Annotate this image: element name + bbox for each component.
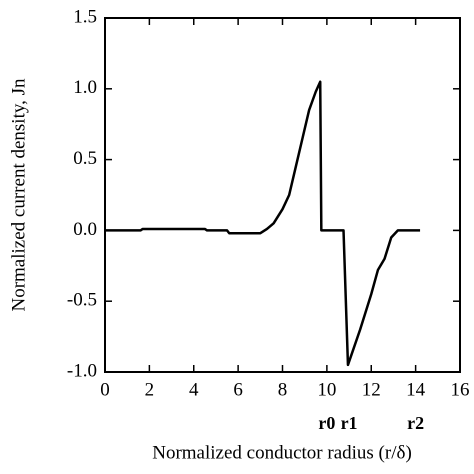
annotation: r0 (318, 413, 335, 433)
x-tick-label: 6 (233, 379, 243, 400)
y-tick-label: -1.0 (67, 360, 97, 381)
y-tick-label: 0.0 (73, 219, 97, 240)
x-tick-label: 4 (189, 379, 199, 400)
x-tick-label: 14 (406, 379, 426, 400)
data-line (105, 80, 421, 367)
x-tick-label: 2 (145, 379, 155, 400)
x-tick-label: 12 (362, 379, 381, 400)
plot-frame (104, 17, 461, 373)
x-tick-label: 8 (278, 379, 288, 400)
x-tick-label: 0 (100, 379, 110, 400)
annotation: r2 (407, 413, 424, 433)
y-axis-label: Normalized current density, Jn (8, 78, 29, 312)
x-tick-label: 16 (451, 379, 470, 400)
annotation: r1 (341, 413, 358, 433)
y-tick-label: -0.5 (67, 290, 97, 311)
y-tick-label: 0.5 (73, 148, 97, 169)
x-axis-label: Normalized conductor radius (r/δ) (152, 442, 412, 463)
y-tick-label: 1.0 (73, 77, 97, 98)
x-tick-label: 10 (317, 379, 336, 400)
y-tick-label: 1.5 (73, 6, 97, 27)
